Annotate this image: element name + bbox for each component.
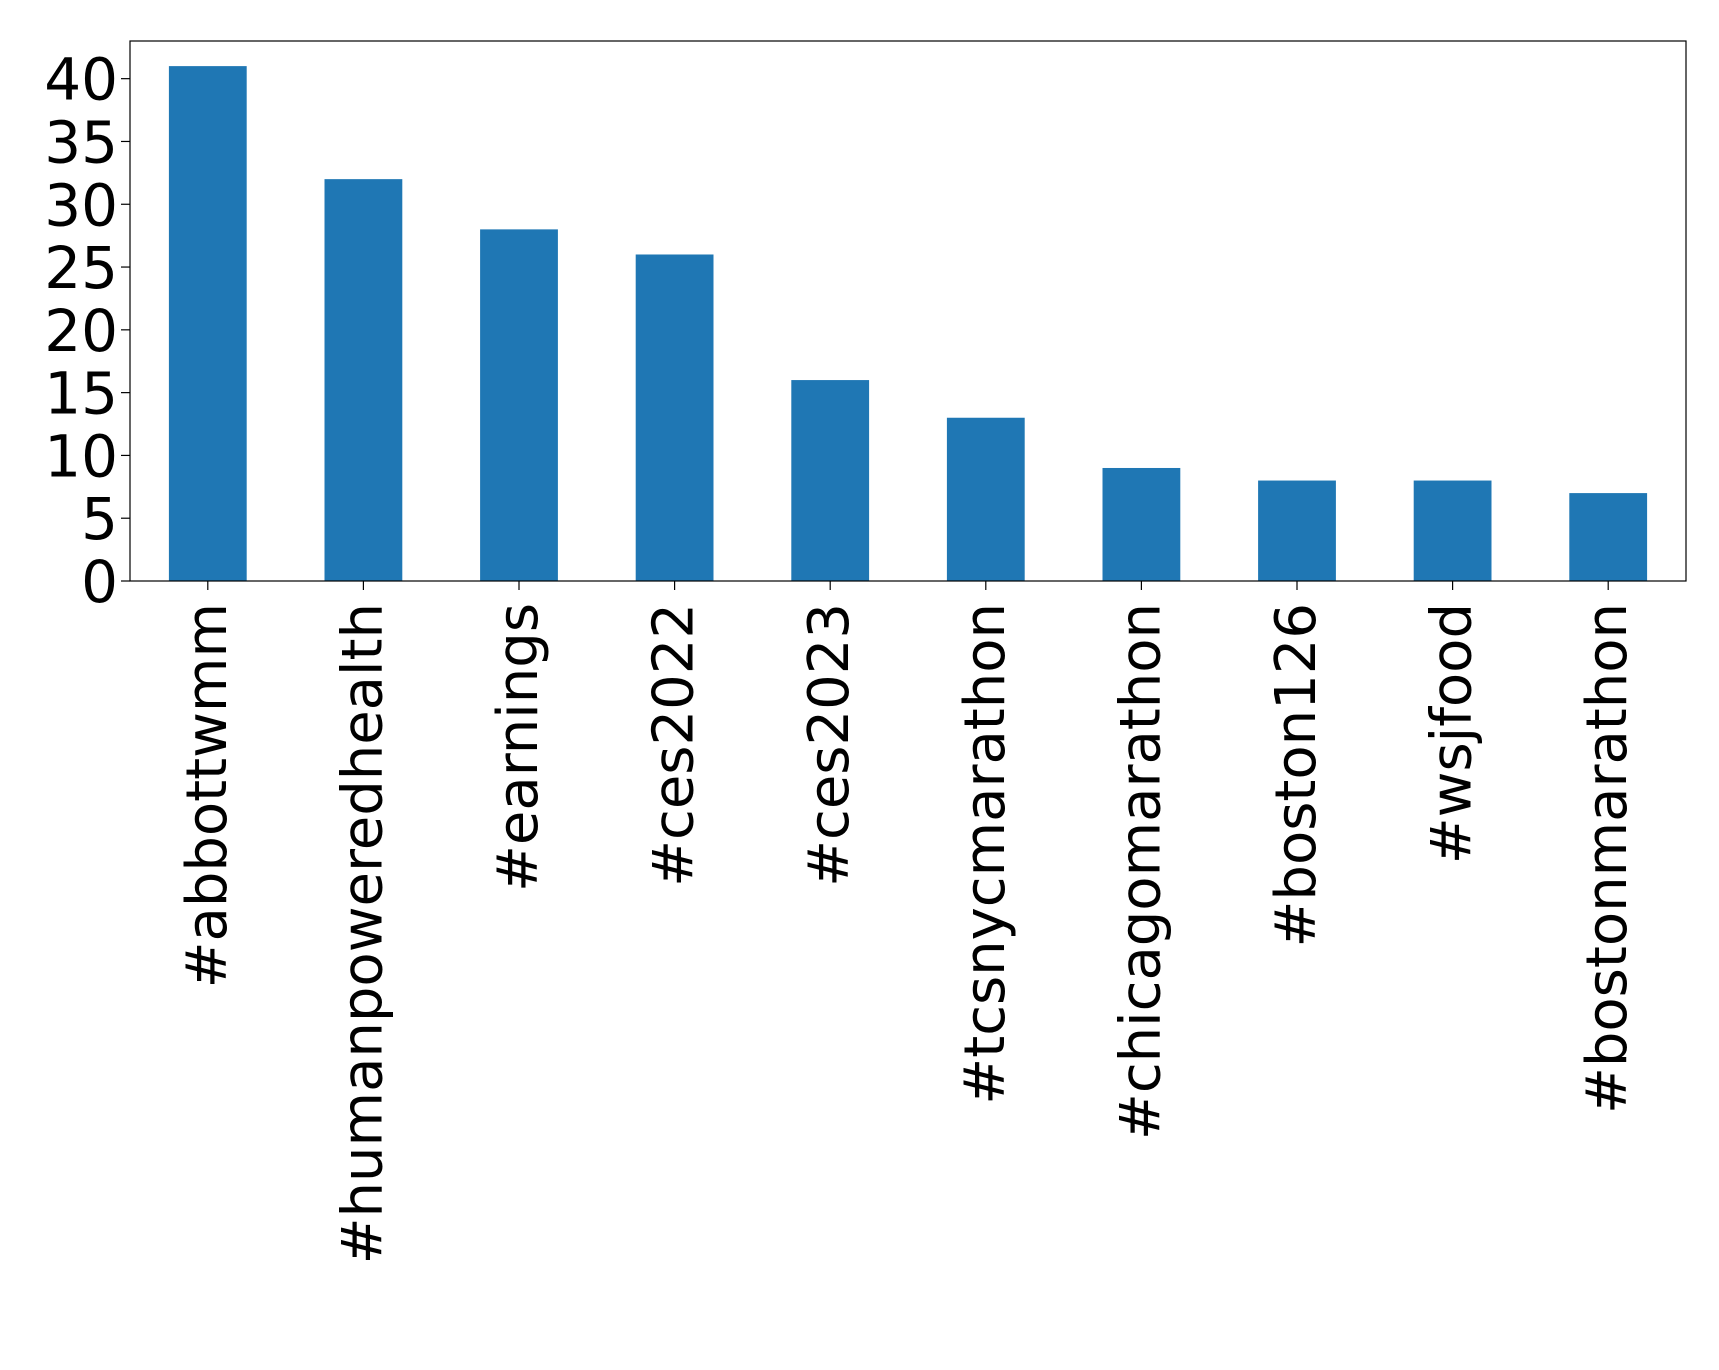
bar bbox=[1102, 467, 1181, 581]
x-tick-label: #tcsnycmarathon bbox=[953, 603, 1018, 1105]
bar bbox=[1569, 493, 1648, 581]
bar bbox=[324, 179, 403, 582]
y-tick-label: 15 bbox=[44, 360, 118, 428]
bar bbox=[168, 66, 247, 582]
bar bbox=[1258, 480, 1336, 581]
bar bbox=[635, 254, 714, 581]
bar bbox=[1413, 480, 1492, 581]
bar bbox=[480, 229, 558, 582]
x-tick-label: #earnings bbox=[486, 603, 551, 892]
bars-layer bbox=[168, 66, 1648, 582]
y-tick-label: 25 bbox=[44, 234, 118, 302]
y-tick-label: 0 bbox=[81, 548, 118, 616]
x-tick-label: #bostonmarathon bbox=[1575, 603, 1640, 1114]
x-tick-label: #wsjfood bbox=[1420, 603, 1485, 864]
y-tick-label: 5 bbox=[81, 485, 118, 553]
bar bbox=[946, 417, 1025, 581]
x-tick-label: #ces2022 bbox=[642, 603, 707, 887]
ticks-layer: #abbottwmm #humanpoweredhealth #earnings #c… bbox=[44, 46, 1640, 1265]
y-tick-label: 35 bbox=[44, 108, 118, 176]
axes-layer bbox=[129, 40, 1687, 582]
x-tick-label: #chicagomarathon bbox=[1108, 603, 1173, 1140]
y-tick-label: 20 bbox=[44, 297, 118, 365]
x-tick-label: #abbottwmm bbox=[175, 603, 240, 988]
plot-frame bbox=[129, 40, 1687, 582]
x-tick-label: #humanpoweredhealth bbox=[330, 603, 395, 1264]
x-tick-label: #boston126 bbox=[1264, 603, 1329, 948]
y-tick-label: 10 bbox=[44, 422, 118, 490]
x-tick-label: #ces2023 bbox=[797, 603, 862, 887]
bar bbox=[791, 380, 870, 581]
y-tick-label: 30 bbox=[44, 171, 118, 239]
y-tick-label: 40 bbox=[44, 46, 118, 114]
